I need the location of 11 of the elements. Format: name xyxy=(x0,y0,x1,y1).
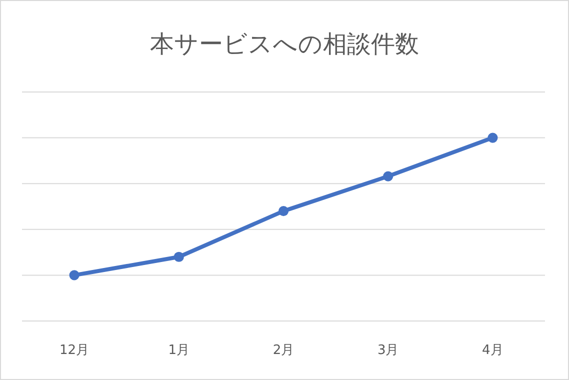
point xyxy=(488,132,498,143)
x-tick-label: 2月 xyxy=(272,343,294,358)
x-tick-label: 4月 xyxy=(482,343,504,358)
chart-title: 本サービスへの相談件数 xyxy=(150,30,419,58)
point xyxy=(383,171,394,182)
x-tick-label: 12月 xyxy=(60,343,90,358)
point xyxy=(174,252,184,262)
point xyxy=(69,270,80,280)
point xyxy=(278,206,289,216)
x-tick-label: 1月 xyxy=(168,343,190,358)
x-tick-label: 3月 xyxy=(377,343,399,358)
